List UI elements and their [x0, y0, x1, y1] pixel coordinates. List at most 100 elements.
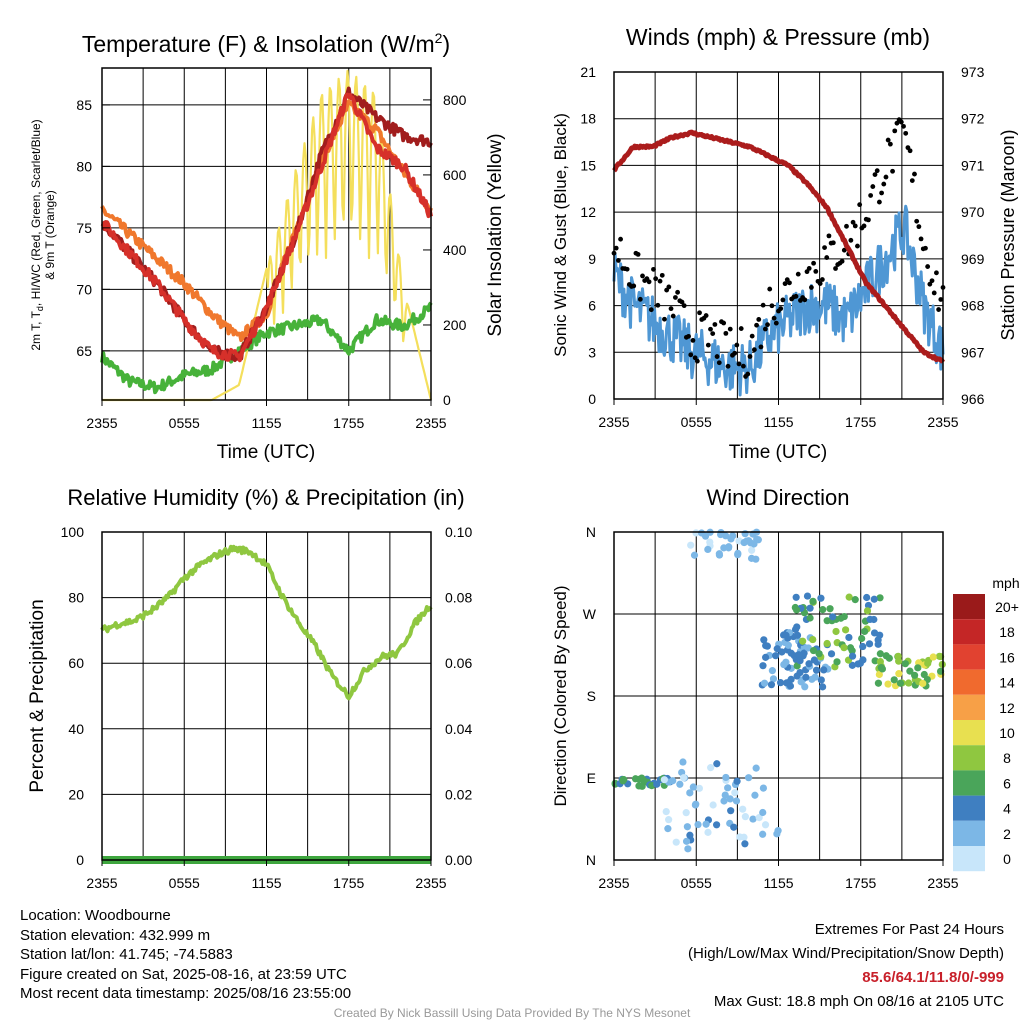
gust-point — [819, 277, 825, 282]
wind-direction-point — [653, 780, 661, 788]
wind-direction-point — [751, 791, 759, 799]
wdir-x-tick-label: 0555 — [681, 875, 712, 891]
rh-y-tick-label: 80 — [68, 590, 84, 606]
temp-y2-tick-label: 200 — [443, 317, 467, 333]
rh-x-tick-label: 1755 — [333, 875, 364, 891]
gust-point — [894, 120, 900, 126]
legend-label: 2 — [1003, 826, 1011, 842]
wind-direction-point — [806, 604, 814, 612]
gust-point — [912, 171, 917, 177]
wind-direction-point — [720, 797, 728, 805]
wind-direction-point — [727, 807, 735, 815]
wind-direction-point — [683, 823, 691, 831]
wind-direction-point — [833, 658, 841, 666]
rh-y-tick-label: 60 — [68, 655, 84, 671]
legend-label: 20+ — [995, 599, 1019, 615]
gust-point — [721, 320, 727, 326]
gust-point — [793, 293, 799, 299]
wind-direction-point — [829, 613, 837, 621]
winds-y-tick-label: 0 — [588, 391, 596, 407]
wind-direction-point — [820, 666, 828, 674]
gust-point — [822, 245, 827, 250]
wind-direction-point — [748, 546, 756, 554]
wind-direction-point — [905, 679, 913, 687]
gust-point — [892, 128, 898, 134]
humidity-line — [100, 544, 433, 701]
wind-direction-point — [776, 679, 785, 687]
wind-direction-point — [741, 530, 749, 538]
wind-direction-point — [745, 774, 753, 782]
gust-point — [870, 184, 876, 189]
temp-x-tick-label: 1155 — [251, 415, 281, 431]
gust-point — [668, 306, 674, 312]
wind-direction-point — [901, 660, 909, 668]
wind-direction-point — [682, 837, 691, 845]
legend-swatch — [953, 644, 985, 670]
wind-direction-point — [854, 660, 862, 668]
wind-direction-point — [924, 659, 932, 667]
wind-direction-point — [686, 831, 694, 839]
gust-point — [624, 266, 630, 272]
wind-direction-point — [878, 665, 886, 673]
wind-direction-point — [722, 773, 730, 782]
legend-swatch — [953, 770, 985, 796]
temp-9m-line — [100, 99, 433, 343]
wind-direction-point — [809, 597, 817, 605]
gust-point — [662, 316, 667, 322]
wind-direction-point — [759, 830, 767, 838]
wind-direction-point — [859, 642, 867, 651]
winds-x-tick-label: 1155 — [763, 414, 793, 430]
gust-point — [914, 218, 920, 224]
wind-direction-point — [874, 679, 883, 687]
wind-direction-point — [755, 814, 763, 822]
gust-point — [883, 174, 889, 180]
winds-y-tick-label: 9 — [588, 251, 596, 267]
gust-point — [762, 326, 768, 332]
wind-direction-point — [724, 784, 732, 792]
legend-swatch — [953, 745, 985, 771]
gust-point — [710, 331, 716, 336]
winds-y-tick-label: 3 — [588, 344, 596, 360]
wind-direction-point — [875, 670, 883, 679]
winds-y2-tick-label: 968 — [961, 298, 985, 314]
wind-direction-point — [676, 780, 684, 788]
gust-point — [866, 217, 871, 223]
wind-direction-point — [662, 808, 670, 816]
wdir-y-label: Direction (Colored By Speed) — [551, 585, 570, 806]
wind-direction-point — [739, 805, 747, 813]
wind-direction-point — [819, 683, 827, 691]
gust-point — [826, 233, 832, 239]
rh-y2-tick-label: 0.06 — [445, 655, 472, 671]
wind-direction-point — [782, 631, 790, 639]
gust-point — [778, 306, 784, 312]
gust-point — [631, 283, 637, 289]
gust-point — [780, 297, 786, 303]
gust-point — [824, 255, 830, 260]
wind-direction-point — [773, 645, 781, 653]
temp-y-tick-label: 65 — [76, 343, 92, 359]
gust-point — [758, 344, 764, 350]
station-latlon: Station lat/lon: 41.745; -74.5883 — [20, 946, 233, 963]
wind-direction-point — [709, 801, 717, 809]
gust-point — [879, 190, 884, 196]
gust-point — [736, 361, 742, 367]
wind-direction-point — [823, 617, 831, 625]
wind-direction-point — [706, 538, 714, 546]
wind-direction-point — [805, 660, 813, 668]
wind-direction-point — [786, 682, 795, 690]
gust-point — [927, 281, 933, 287]
wind-direction-point — [715, 550, 723, 558]
wind-direction-point — [702, 820, 710, 828]
wind-direction-point — [732, 797, 741, 805]
wind-direction-point — [669, 777, 677, 785]
wind-direction-point — [701, 532, 710, 540]
wind-direction-point — [866, 615, 874, 624]
gust-point — [646, 279, 652, 285]
winds-y2-tick-label: 967 — [961, 344, 985, 360]
gust-point — [903, 130, 909, 136]
temp-x-tick-label: 1755 — [333, 415, 364, 431]
gust-point — [809, 285, 814, 290]
gust-point — [833, 266, 838, 271]
winds-y-tick-label: 21 — [580, 64, 596, 80]
